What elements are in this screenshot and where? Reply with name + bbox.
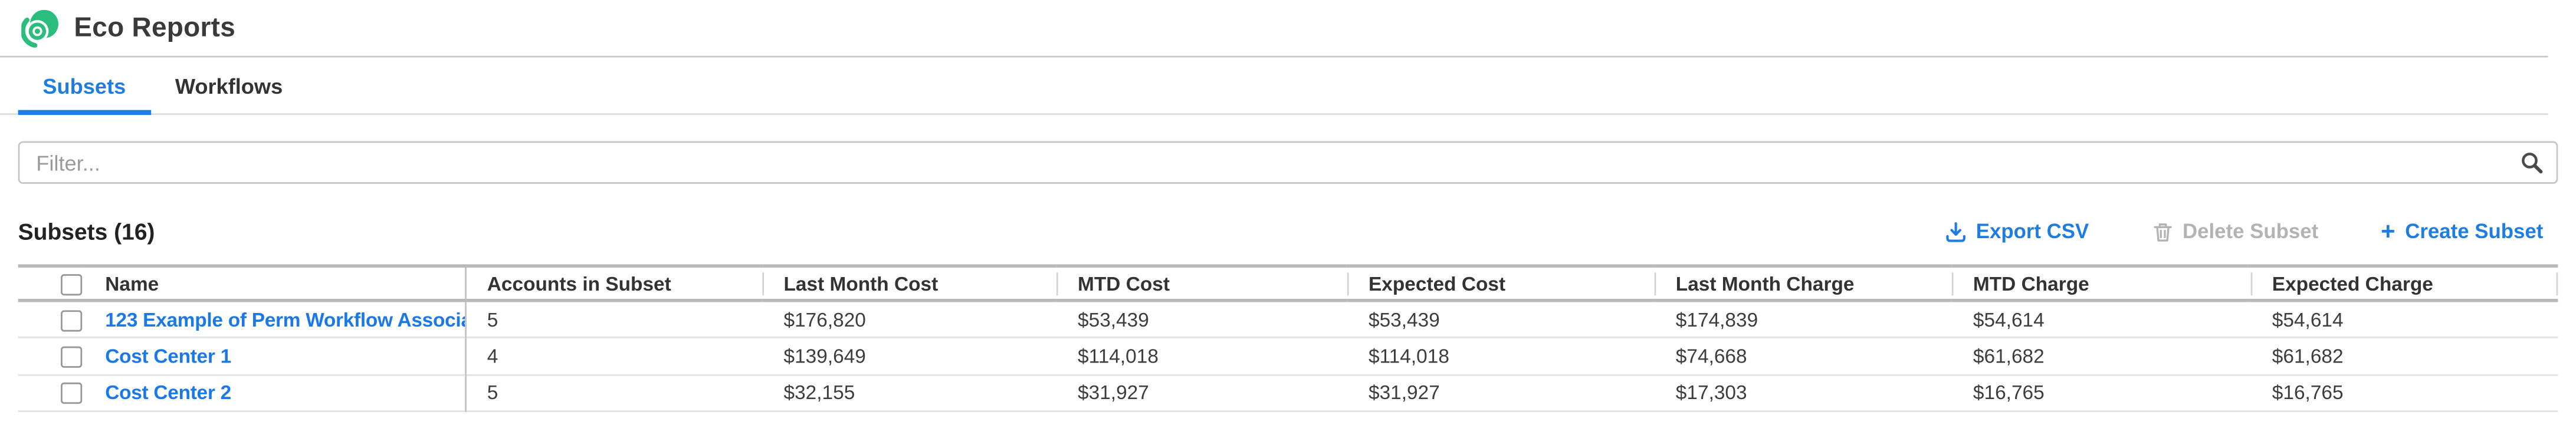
tab-subsets[interactable]: Subsets	[18, 57, 150, 114]
tab-workflows[interactable]: Workflows	[150, 57, 307, 114]
select-all-checkbox[interactable]	[61, 274, 82, 295]
eco-logo-icon	[21, 10, 59, 48]
cell-last-month-cost: $32,155	[762, 374, 1056, 411]
column-header-last-month-charge: Last Month Charge	[1655, 266, 1952, 300]
row-checkbox[interactable]	[61, 309, 82, 331]
cell-expected-charge: $61,682	[2251, 337, 2558, 374]
cell-last-month-charge: $174,839	[1655, 301, 1952, 338]
cell-expected-cost: $31,927	[1347, 374, 1655, 411]
search-icon[interactable]	[2520, 151, 2543, 174]
cell-expected-cost: $53,439	[1347, 301, 1655, 338]
table-row: 123 Example of Perm Workflow Association…	[18, 301, 2558, 338]
subsets-table: Name Accounts in Subset Last Month Cost …	[18, 264, 2558, 412]
download-icon	[1945, 221, 1966, 242]
cell-expected-charge: $16,765	[2251, 374, 2558, 411]
top-header: Eco Reports	[0, 0, 2576, 57]
cell-expected-cost: $114,018	[1347, 337, 1655, 374]
table-row: Cost Center 2 5 $32,155 $31,927 $31,927 …	[18, 374, 2558, 411]
cell-mtd-charge: $54,614	[1952, 301, 2251, 338]
subset-link[interactable]: 123 Example of Perm Workflow Association	[105, 308, 465, 331]
column-header-name: Name	[84, 266, 465, 300]
cell-accounts: 5	[465, 374, 762, 411]
create-subset-button[interactable]: + Create Subset	[2381, 219, 2543, 244]
row-checkbox[interactable]	[61, 346, 82, 367]
cell-last-month-cost: $139,649	[762, 337, 1056, 374]
row-checkbox[interactable]	[61, 383, 82, 404]
cell-accounts: 5	[465, 301, 762, 338]
subset-link[interactable]: Cost Center 2	[105, 381, 231, 404]
cell-mtd-charge: $61,682	[1952, 337, 2251, 374]
cell-last-month-cost: $176,820	[762, 301, 1056, 338]
column-header-expected-charge: Expected Charge	[2251, 266, 2558, 300]
filter-input[interactable]	[18, 141, 2558, 184]
tab-bar: Subsets Workflows	[0, 57, 2576, 114]
cell-accounts: 4	[465, 337, 762, 374]
table-header-row: Name Accounts in Subset Last Month Cost …	[18, 266, 2558, 300]
cell-mtd-cost: $114,018	[1056, 337, 1347, 374]
table-row: Cost Center 1 4 $139,649 $114,018 $114,0…	[18, 337, 2558, 374]
plus-icon: +	[2381, 219, 2395, 244]
page-title: Eco Reports	[74, 13, 235, 44]
cell-last-month-charge: $17,303	[1655, 374, 1952, 411]
export-csv-button[interactable]: Export CSV	[1945, 220, 2089, 243]
delete-subset-button[interactable]: Delete Subset	[2151, 220, 2318, 243]
trash-icon	[2151, 221, 2173, 242]
eco-reports-app: Eco Reports Subsets Workflows Subsets (1…	[0, 0, 2576, 425]
column-header-last-month-cost: Last Month Cost	[762, 266, 1056, 300]
column-header-accounts: Accounts in Subset	[465, 266, 762, 300]
filter-bar	[18, 141, 2558, 184]
toolbar-actions: Export CSV Delete Subset + Create Subset	[1945, 219, 2558, 244]
subset-link[interactable]: Cost Center 1	[105, 344, 231, 367]
column-header-mtd-charge: MTD Charge	[1952, 266, 2251, 300]
cell-expected-charge: $54,614	[2251, 301, 2558, 338]
cell-mtd-cost: $53,439	[1056, 301, 1347, 338]
subsets-toolbar: Subsets (16) Export CSV Delete Subset + …	[18, 217, 2558, 246]
delete-subset-label: Delete Subset	[2183, 220, 2318, 243]
column-header-expected-cost: Expected Cost	[1347, 266, 1655, 300]
subsets-count-heading: Subsets (16)	[18, 218, 155, 245]
cell-mtd-charge: $16,765	[1952, 374, 2251, 411]
column-header-mtd-cost: MTD Cost	[1056, 266, 1347, 300]
create-subset-label: Create Subset	[2405, 220, 2543, 243]
cell-last-month-charge: $74,668	[1655, 337, 1952, 374]
export-csv-label: Export CSV	[1976, 220, 2089, 243]
cell-mtd-cost: $31,927	[1056, 374, 1347, 411]
